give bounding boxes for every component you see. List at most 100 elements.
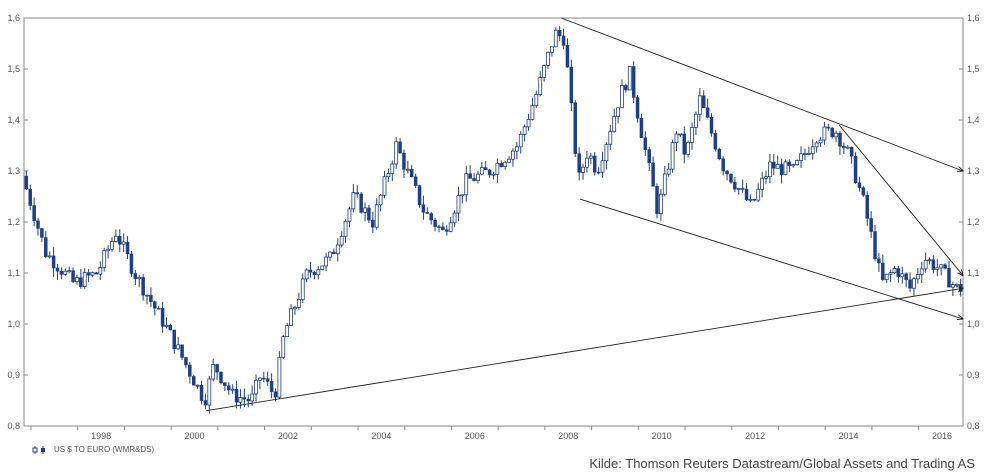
candle-body bbox=[382, 176, 387, 196]
candle-body bbox=[160, 308, 165, 327]
candle-body bbox=[137, 276, 142, 280]
candle-body bbox=[814, 142, 819, 148]
candle-body bbox=[795, 160, 800, 165]
candle-body bbox=[316, 269, 321, 276]
candle-body bbox=[873, 231, 877, 260]
candle-body bbox=[417, 185, 422, 205]
candle-body bbox=[756, 188, 761, 201]
candle-body bbox=[915, 274, 920, 280]
candle-body bbox=[919, 268, 924, 275]
candle-body bbox=[838, 132, 842, 147]
candle-body bbox=[355, 192, 359, 195]
candle-body bbox=[445, 229, 449, 232]
candle-body bbox=[47, 255, 52, 258]
candle-body bbox=[596, 171, 601, 174]
candle-body bbox=[631, 66, 636, 98]
candle-body bbox=[156, 307, 161, 310]
candle-body bbox=[195, 384, 200, 387]
candle-body bbox=[647, 149, 651, 164]
candle-body bbox=[343, 220, 348, 237]
candle-body bbox=[28, 188, 32, 206]
candle-body bbox=[254, 379, 258, 395]
candle-body bbox=[806, 152, 811, 155]
candle-body bbox=[390, 163, 395, 174]
candle-body bbox=[75, 277, 79, 283]
y-tick-label-right: 1,2 bbox=[967, 217, 980, 227]
x-tick-label: 2004 bbox=[371, 431, 391, 441]
candle-body bbox=[803, 153, 807, 155]
candle-body bbox=[705, 107, 710, 118]
candle-body bbox=[149, 295, 153, 302]
candle-body bbox=[460, 194, 465, 197]
candle-body bbox=[191, 376, 196, 386]
candle-body bbox=[939, 264, 944, 269]
candle-body bbox=[666, 168, 671, 175]
candle-body bbox=[697, 95, 702, 115]
candle-body bbox=[351, 192, 356, 210]
candle-body bbox=[238, 397, 243, 403]
y-tick-label-right: 1,3 bbox=[967, 166, 980, 176]
candle-body bbox=[842, 146, 846, 149]
candle-body bbox=[627, 66, 632, 91]
candle-body bbox=[394, 141, 399, 165]
candle-body bbox=[744, 188, 749, 201]
x-tick-label: 2012 bbox=[745, 431, 765, 441]
candle-body bbox=[518, 133, 523, 148]
candle-body bbox=[479, 167, 484, 175]
candle-body bbox=[289, 308, 293, 327]
candle-body bbox=[499, 163, 504, 167]
candle-body bbox=[818, 139, 823, 144]
candle-body bbox=[877, 258, 881, 264]
candle-body bbox=[507, 158, 511, 163]
y-tick-label-right: 0,8 bbox=[967, 421, 980, 431]
candle-body bbox=[503, 161, 508, 168]
candle-body bbox=[335, 244, 340, 255]
candle-body bbox=[791, 164, 796, 167]
candle-body bbox=[456, 195, 461, 214]
candle-body bbox=[371, 219, 375, 228]
x-tick-label: 2016 bbox=[932, 431, 952, 441]
candle-body bbox=[332, 251, 336, 255]
candle-body bbox=[472, 178, 476, 181]
candle-body bbox=[538, 77, 543, 95]
y-tick-label-left: 1,3 bbox=[7, 166, 20, 176]
y-tick-label-left: 1,6 bbox=[7, 13, 20, 23]
candle-body bbox=[530, 105, 535, 120]
candle-body bbox=[118, 235, 122, 245]
candle-body bbox=[514, 146, 519, 152]
candle-body bbox=[585, 157, 589, 168]
candle-body bbox=[110, 241, 114, 250]
candle-body bbox=[207, 378, 212, 406]
candle-body bbox=[522, 126, 527, 135]
candle-body bbox=[694, 113, 698, 129]
candle-body bbox=[176, 344, 181, 350]
candle-body bbox=[413, 176, 418, 186]
candle-body bbox=[651, 162, 655, 187]
candle-body bbox=[293, 306, 297, 310]
candle-body bbox=[752, 199, 757, 201]
candle-body bbox=[659, 193, 663, 215]
candle-body bbox=[242, 397, 247, 400]
candle-body bbox=[44, 237, 48, 257]
candle-body bbox=[943, 264, 947, 269]
candle-body bbox=[285, 325, 290, 337]
candle-body bbox=[701, 95, 706, 109]
candle-body bbox=[810, 146, 815, 154]
candle-body bbox=[347, 208, 352, 222]
candle-body bbox=[643, 137, 648, 150]
candle-body bbox=[40, 228, 44, 238]
candle-body bbox=[534, 94, 539, 107]
candle-body bbox=[678, 133, 683, 136]
candle-body bbox=[954, 283, 959, 286]
candle-body bbox=[861, 187, 866, 196]
candle-body bbox=[674, 133, 679, 144]
candle-body bbox=[32, 205, 36, 222]
candle-body bbox=[24, 175, 29, 190]
candle-body bbox=[892, 268, 897, 274]
candle-body bbox=[269, 381, 274, 392]
candle-body bbox=[125, 241, 130, 255]
candle-body bbox=[94, 272, 99, 275]
candle-body bbox=[608, 131, 613, 145]
candle-body bbox=[265, 378, 270, 382]
candle-body bbox=[830, 127, 834, 138]
